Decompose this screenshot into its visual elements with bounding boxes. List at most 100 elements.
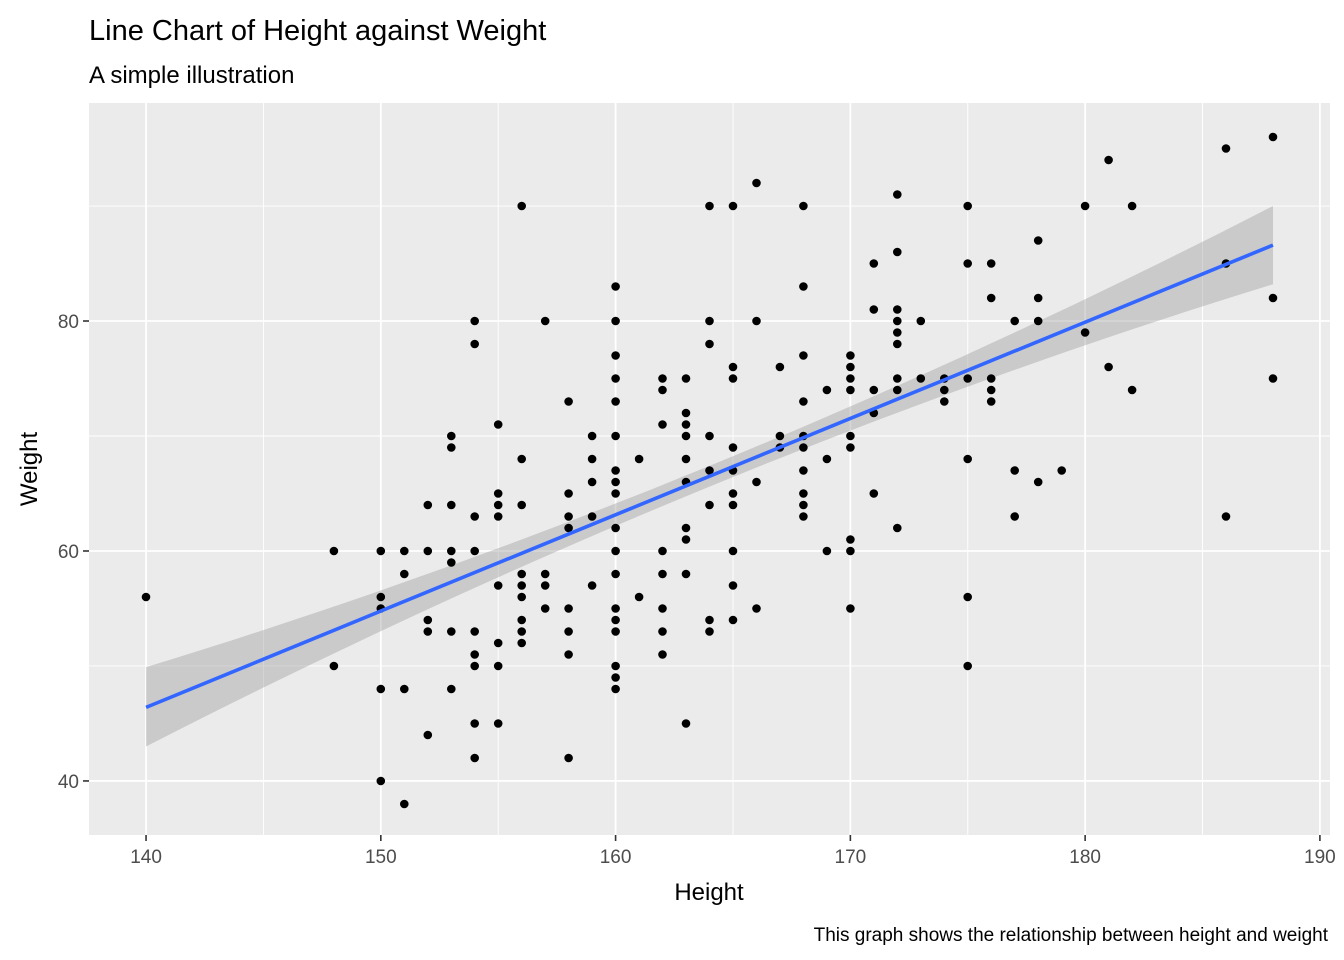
chart-title: Line Chart of Height against Weight (89, 15, 546, 47)
data-point (517, 638, 526, 648)
data-point (1010, 316, 1019, 326)
data-point (517, 454, 526, 464)
data-point (986, 259, 996, 268)
data-point (540, 604, 550, 613)
data-point (658, 650, 667, 659)
data-point (963, 592, 972, 602)
x-tick-label: 160 (600, 847, 632, 868)
data-point (775, 431, 785, 441)
data-point (940, 397, 949, 406)
data-point (564, 489, 573, 498)
data-point (799, 443, 808, 452)
data-point (1268, 374, 1278, 383)
data-point (1127, 385, 1137, 395)
data-point (470, 627, 480, 636)
x-axis: 140 150 160 170 180 190 (130, 835, 1336, 868)
data-point (611, 546, 620, 556)
data-point (916, 316, 926, 326)
data-point (705, 339, 714, 349)
data-point (423, 627, 433, 636)
y-axis: 40 60 80 (58, 312, 89, 793)
data-point (1080, 328, 1090, 337)
data-point (986, 374, 996, 383)
data-point (705, 627, 714, 636)
data-point (611, 615, 620, 625)
data-point (728, 581, 738, 590)
data-point (493, 661, 503, 671)
data-point (658, 374, 667, 383)
data-point (681, 420, 691, 429)
data-point (963, 201, 972, 211)
data-point (611, 661, 620, 671)
data-point (658, 385, 667, 395)
data-point (846, 374, 855, 383)
data-point (681, 408, 691, 418)
data-point (587, 477, 597, 487)
data-point (329, 546, 339, 556)
data-point (611, 569, 620, 579)
data-point (517, 201, 526, 211)
chart-subtitle: A simple illustration (89, 62, 294, 89)
data-point (869, 259, 879, 268)
data-point (470, 753, 480, 763)
data-point (728, 546, 738, 556)
data-point (564, 627, 573, 636)
data-point (705, 466, 714, 475)
data-point (423, 730, 433, 740)
data-point (822, 454, 832, 464)
data-point (540, 581, 550, 590)
data-point (423, 500, 433, 510)
data-point (611, 431, 620, 441)
data-point (400, 799, 409, 809)
data-point (1033, 316, 1043, 326)
data-point (587, 581, 597, 590)
data-point (493, 500, 503, 510)
data-point (705, 431, 714, 441)
data-point (799, 512, 808, 521)
data-point (493, 581, 503, 590)
data-point (376, 546, 386, 556)
data-point (447, 627, 456, 636)
data-point (728, 362, 738, 372)
data-point (893, 305, 902, 314)
data-point (493, 719, 503, 728)
data-point (963, 661, 972, 671)
data-point (611, 477, 620, 487)
data-point (846, 535, 855, 544)
data-point (893, 190, 902, 199)
y-tick-label: 60 (58, 542, 79, 563)
data-point (611, 489, 620, 498)
data-point (470, 719, 480, 728)
data-point (799, 397, 808, 406)
data-point (963, 374, 972, 383)
data-point (517, 615, 526, 625)
data-point (611, 316, 620, 326)
x-axis-title: Height (674, 879, 744, 906)
data-point (611, 374, 620, 383)
x-tick-label: 180 (1069, 847, 1101, 868)
data-point (587, 431, 597, 441)
data-point (493, 420, 503, 429)
data-point (846, 351, 855, 360)
data-point (799, 466, 808, 475)
data-point (564, 523, 573, 533)
data-point (470, 661, 480, 671)
data-point (376, 684, 386, 694)
data-point (681, 719, 691, 728)
x-tick-label: 170 (835, 847, 867, 868)
data-point (564, 650, 573, 659)
data-point (447, 443, 456, 452)
data-point (728, 374, 738, 383)
x-tick-label: 140 (130, 847, 162, 868)
data-point (611, 282, 620, 291)
data-point (1033, 293, 1043, 303)
data-point (423, 546, 433, 556)
x-tick-label: 190 (1304, 847, 1336, 868)
data-point (681, 431, 691, 441)
data-point (141, 592, 151, 602)
data-point (611, 351, 620, 360)
data-point (470, 339, 480, 349)
data-point (752, 477, 761, 487)
data-point (869, 305, 879, 314)
